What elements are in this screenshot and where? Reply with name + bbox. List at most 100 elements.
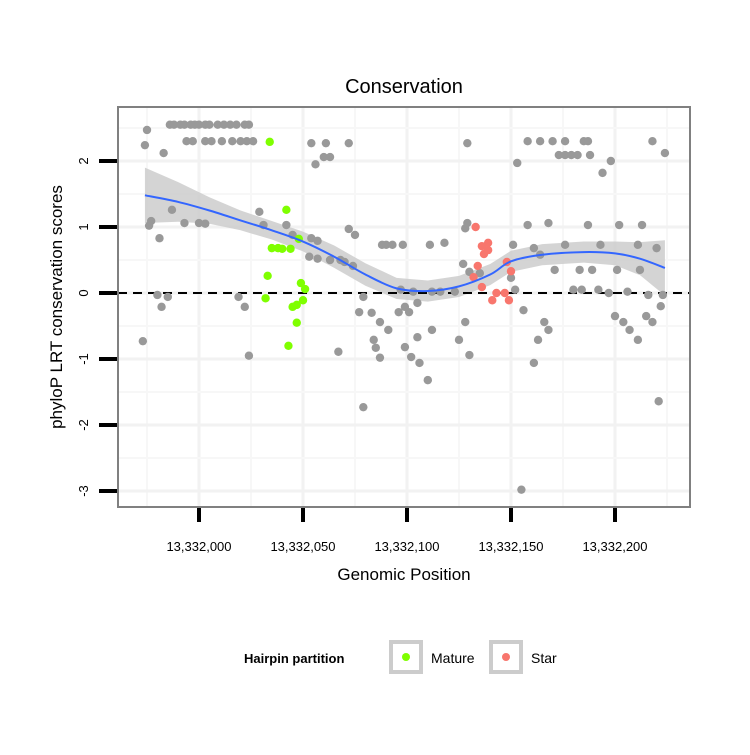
point-other [508, 240, 518, 250]
point-other [583, 137, 593, 146]
point-other [188, 137, 197, 146]
point-other [583, 220, 593, 230]
point-other [167, 205, 177, 215]
point-star [469, 272, 478, 282]
plot-frame [117, 106, 691, 508]
point-other [415, 358, 424, 368]
point-other [325, 152, 335, 162]
point-other [236, 137, 245, 146]
point-other [642, 311, 651, 321]
point-other [334, 347, 343, 356]
points [138, 120, 670, 494]
point-other [575, 265, 584, 275]
point-other [182, 137, 191, 146]
point-other [163, 292, 172, 302]
point-other [475, 269, 484, 278]
point-mature [265, 137, 274, 147]
point-other [623, 287, 632, 296]
chart-title: Conservation [345, 76, 463, 98]
point-other [577, 285, 586, 294]
point-other [282, 220, 291, 230]
point-other [610, 311, 620, 321]
point-other [554, 150, 564, 160]
point-other [242, 137, 252, 146]
point-other [535, 137, 545, 146]
legend-item-mature[interactable]: Mature [389, 640, 475, 674]
point-other [625, 325, 634, 335]
point-other [375, 353, 385, 362]
point-other [344, 224, 353, 234]
point-other [207, 137, 216, 146]
point-other [587, 265, 597, 275]
point-other [523, 137, 532, 146]
point-other [138, 336, 148, 346]
point-other [519, 305, 528, 315]
point-other [450, 287, 460, 296]
point-other [648, 137, 657, 146]
point-other [633, 335, 643, 345]
point-star [492, 288, 501, 298]
legend: Hairpin partition Mature Star [244, 640, 557, 674]
point-other [234, 292, 243, 302]
point-other [413, 333, 422, 342]
point-mature [292, 318, 301, 327]
point-other [321, 138, 331, 148]
point-star [504, 296, 514, 305]
point-other [560, 240, 570, 250]
point-other [180, 120, 189, 129]
legend-item-star[interactable]: Star [489, 640, 557, 674]
point-other [423, 375, 432, 385]
point-other [219, 120, 229, 129]
point-other [359, 292, 368, 302]
point-mature [298, 296, 308, 305]
point-other [614, 220, 624, 230]
point-other [523, 220, 532, 230]
x-tick-label: 13,332,100 [374, 539, 439, 554]
y-tick-label: -3 [76, 485, 91, 497]
point-other [529, 358, 539, 368]
point-other [406, 352, 416, 362]
point-other [652, 243, 661, 253]
point-other [382, 240, 391, 250]
point-other [510, 285, 520, 294]
point-other [201, 219, 210, 228]
y-tick-label: 2 [76, 157, 91, 164]
point-other [384, 325, 393, 335]
point-mature [296, 278, 306, 288]
point-other [540, 317, 549, 327]
point-other [157, 302, 166, 312]
point-other [619, 317, 628, 327]
point-other [371, 343, 380, 352]
point-other [226, 120, 235, 129]
x-axis-label: Genomic Position [337, 565, 470, 584]
x-tick-label: 13,332,150 [478, 539, 543, 554]
point-mature [284, 341, 293, 350]
point-other [217, 137, 227, 146]
point-other [244, 120, 254, 129]
y-tick-label: 1 [76, 223, 91, 230]
point-other [644, 290, 653, 300]
legend-title: Hairpin partition [244, 651, 344, 666]
point-other [465, 350, 474, 360]
point-other [213, 120, 222, 129]
point-other [319, 152, 328, 162]
point-other [159, 148, 168, 158]
point-other [255, 207, 264, 217]
point-other [463, 138, 472, 148]
legend-dot-mature [402, 653, 410, 661]
point-star [473, 261, 482, 271]
y-tick-label: -2 [76, 419, 91, 431]
point-other [560, 150, 570, 160]
point-other [325, 255, 335, 265]
point-other [569, 285, 578, 294]
point-other [567, 150, 576, 160]
point-other [359, 402, 368, 412]
point-other [656, 302, 665, 311]
point-mature [267, 243, 276, 253]
point-star [477, 282, 487, 292]
smooth-line [144, 194, 666, 293]
point-other [637, 220, 647, 230]
point-other [648, 317, 657, 327]
point-other [427, 325, 437, 335]
point-other [461, 317, 470, 327]
